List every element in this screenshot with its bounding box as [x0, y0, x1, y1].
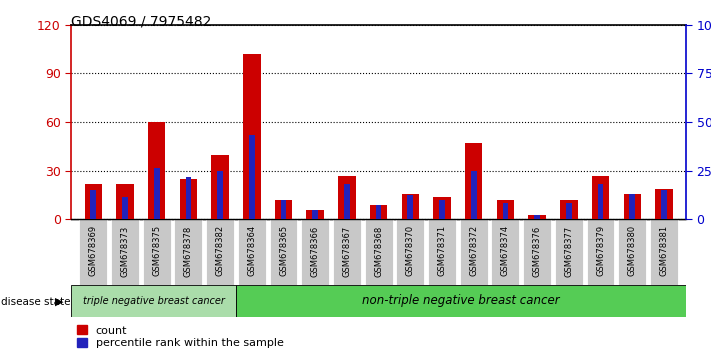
Text: GDS4069 / 7975482: GDS4069 / 7975482	[71, 14, 211, 28]
Bar	[402, 194, 419, 219]
Text: GSM678381: GSM678381	[659, 225, 668, 276]
Bar	[528, 215, 546, 219]
Bar	[503, 203, 508, 219]
Text: GSM678364: GSM678364	[247, 225, 256, 276]
Bar	[148, 122, 166, 219]
Bar	[301, 219, 329, 285]
Bar	[555, 219, 583, 285]
Bar	[111, 219, 139, 285]
Bar	[439, 200, 445, 219]
Text: GSM678379: GSM678379	[596, 225, 605, 276]
Bar	[218, 171, 223, 219]
Bar	[560, 200, 577, 219]
Text: GSM678378: GSM678378	[184, 225, 193, 276]
Bar	[154, 167, 159, 219]
Text: triple negative breast cancer: triple negative breast cancer	[82, 296, 225, 306]
Bar	[619, 219, 646, 285]
Bar	[206, 219, 234, 285]
Text: GSM678370: GSM678370	[406, 225, 415, 276]
Bar	[433, 197, 451, 219]
Bar	[122, 197, 128, 219]
Bar	[117, 184, 134, 219]
Text: GSM678372: GSM678372	[469, 225, 479, 276]
Bar	[312, 210, 318, 219]
Text: non-triple negative breast cancer: non-triple negative breast cancer	[362, 295, 560, 307]
Text: GSM678373: GSM678373	[120, 225, 129, 276]
Bar	[592, 176, 609, 219]
Bar	[71, 285, 236, 317]
Bar	[375, 205, 382, 219]
Text: GSM678365: GSM678365	[279, 225, 288, 276]
Text: GSM678371: GSM678371	[437, 225, 447, 276]
Bar	[656, 189, 673, 219]
Bar	[236, 285, 686, 317]
Text: GSM678377: GSM678377	[565, 225, 573, 276]
Bar	[566, 203, 572, 219]
Bar	[85, 184, 102, 219]
Bar	[587, 219, 614, 285]
Text: GSM678367: GSM678367	[343, 225, 351, 276]
Bar	[281, 200, 287, 219]
Bar	[243, 54, 260, 219]
Bar	[497, 200, 514, 219]
Bar	[629, 194, 635, 219]
Text: GSM678369: GSM678369	[89, 225, 98, 276]
Bar	[344, 184, 350, 219]
Text: ▶: ▶	[55, 297, 64, 307]
Bar	[211, 155, 229, 219]
Text: GSM678375: GSM678375	[152, 225, 161, 276]
Bar	[661, 190, 667, 219]
Bar	[338, 176, 356, 219]
Bar	[90, 190, 96, 219]
Bar	[624, 194, 641, 219]
Text: GSM678366: GSM678366	[311, 225, 320, 276]
Text: GSM678382: GSM678382	[215, 225, 225, 276]
Bar	[491, 219, 519, 285]
Legend: count, percentile rank within the sample: count, percentile rank within the sample	[77, 325, 284, 348]
Text: GSM678374: GSM678374	[501, 225, 510, 276]
Bar	[333, 219, 361, 285]
Text: GSM678368: GSM678368	[374, 225, 383, 276]
Bar	[650, 219, 678, 285]
Bar	[365, 219, 392, 285]
Bar	[598, 184, 604, 219]
Bar	[407, 195, 413, 219]
Bar	[534, 215, 540, 219]
Bar	[238, 219, 266, 285]
Text: GSM678380: GSM678380	[628, 225, 637, 276]
Bar	[143, 219, 171, 285]
Bar	[249, 135, 255, 219]
Bar	[370, 205, 387, 219]
Bar	[306, 210, 324, 219]
Bar	[471, 171, 476, 219]
Bar	[396, 219, 424, 285]
Bar	[269, 219, 297, 285]
Bar	[174, 219, 203, 285]
Bar	[80, 219, 107, 285]
Bar	[523, 219, 551, 285]
Bar	[428, 219, 456, 285]
Bar	[186, 177, 191, 219]
Bar	[180, 179, 197, 219]
Bar	[465, 143, 483, 219]
Bar	[460, 219, 488, 285]
Text: GSM678376: GSM678376	[533, 225, 542, 276]
Text: disease state: disease state	[1, 297, 71, 307]
Bar	[274, 200, 292, 219]
